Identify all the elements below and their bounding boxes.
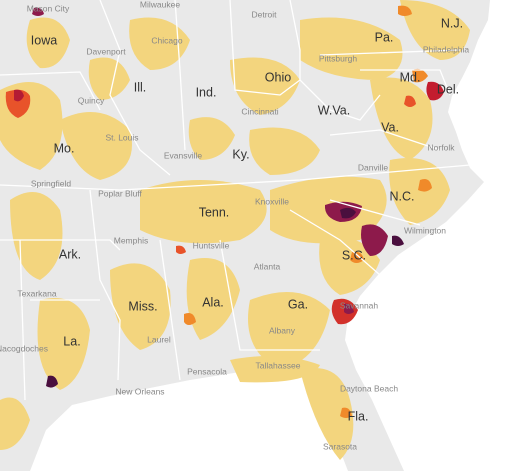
state-label: Ark. xyxy=(59,247,81,261)
state-label: Ky. xyxy=(232,147,249,161)
city-label: Knoxville xyxy=(255,196,289,206)
high-areas xyxy=(5,5,444,418)
state-label: Ind. xyxy=(196,85,217,99)
city-label: Quincy xyxy=(78,95,105,105)
city-label: New Orleans xyxy=(115,386,164,396)
state-labels: Iowa Ill. Ind. Ohio Pa. N.J. Md. Del. W.… xyxy=(31,16,463,423)
city-label: Pensacola xyxy=(187,366,227,376)
state-label: Ga. xyxy=(288,297,308,311)
state-label: Iowa xyxy=(31,33,57,47)
city-label: Atlanta xyxy=(254,261,281,271)
city-label: St. Louis xyxy=(105,132,138,142)
city-label: Texarkana xyxy=(17,288,56,298)
city-label: Huntsville xyxy=(193,240,230,250)
city-label: Cincinnati xyxy=(241,106,278,116)
city-label: Davenport xyxy=(86,46,126,56)
city-label: Memphis xyxy=(114,235,148,245)
state-label: Ala. xyxy=(202,295,224,309)
state-label: Del. xyxy=(437,82,459,96)
city-label: Detroit xyxy=(251,9,277,19)
state-label: Ohio xyxy=(265,70,291,84)
city-label: Savannah xyxy=(340,300,379,310)
city-label: Wilmington xyxy=(404,225,446,235)
city-label: Springfield xyxy=(31,178,71,188)
city-label: Danville xyxy=(358,162,389,172)
city-label: Nacogdoches xyxy=(0,343,48,353)
city-label: Norfolk xyxy=(428,142,456,152)
state-label: Md. xyxy=(400,70,421,84)
city-label: Poplar Bluff xyxy=(98,188,142,198)
state-label: N.C. xyxy=(390,189,415,203)
city-label: Milwaukee xyxy=(140,0,180,9)
state-label: W.Va. xyxy=(318,103,350,117)
city-label: Laurel xyxy=(147,334,171,344)
city-label: Chicago xyxy=(151,35,182,45)
state-label: Tenn. xyxy=(199,205,230,219)
state-label: Pa. xyxy=(375,30,394,44)
gulf xyxy=(30,372,348,471)
state-label: Fla. xyxy=(348,409,369,423)
city-label: Sarasota xyxy=(323,441,357,451)
state-borders xyxy=(0,0,471,401)
city-label: Philadelphia xyxy=(423,44,470,54)
state-label: N.J. xyxy=(441,16,463,30)
city-label: Evansville xyxy=(164,150,203,160)
city-label: Pittsburgh xyxy=(319,53,358,63)
state-label: La. xyxy=(63,334,80,348)
state-label: S.C. xyxy=(342,248,366,262)
city-labels: Mason City Milwaukee Detroit Davenport C… xyxy=(0,0,469,451)
state-label: Mo. xyxy=(54,141,75,155)
city-label: Albany xyxy=(269,325,296,335)
state-label: Ill. xyxy=(134,80,147,94)
city-label: Daytona Beach xyxy=(340,383,398,393)
moderate-areas xyxy=(0,0,470,460)
city-label: Tallahassee xyxy=(256,360,301,370)
city-label: Mason City xyxy=(27,3,70,13)
ocean xyxy=(345,0,514,471)
state-label: Miss. xyxy=(128,299,157,313)
state-label: Va. xyxy=(381,120,399,134)
